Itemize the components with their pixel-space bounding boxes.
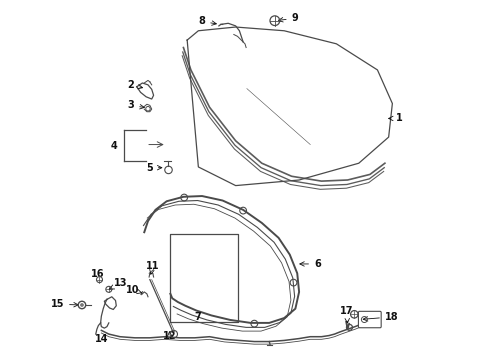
Text: 16: 16 — [91, 269, 104, 279]
Text: 2: 2 — [127, 80, 143, 90]
Text: 18: 18 — [363, 312, 398, 322]
Text: 17: 17 — [340, 306, 354, 323]
Text: 12: 12 — [163, 330, 176, 341]
Text: 7: 7 — [195, 312, 201, 322]
Circle shape — [80, 303, 83, 306]
FancyBboxPatch shape — [358, 311, 381, 328]
Text: 10: 10 — [125, 285, 142, 295]
Text: 11: 11 — [146, 261, 160, 274]
Text: 9: 9 — [278, 13, 298, 23]
Text: 1: 1 — [389, 113, 403, 123]
Text: 15: 15 — [50, 299, 78, 309]
Text: 13: 13 — [109, 278, 128, 289]
Text: 3: 3 — [127, 100, 145, 111]
Text: 8: 8 — [198, 17, 217, 26]
Text: 4: 4 — [111, 141, 118, 151]
Text: 6: 6 — [300, 259, 321, 269]
Text: 5: 5 — [146, 163, 162, 173]
Text: 14: 14 — [95, 334, 108, 344]
